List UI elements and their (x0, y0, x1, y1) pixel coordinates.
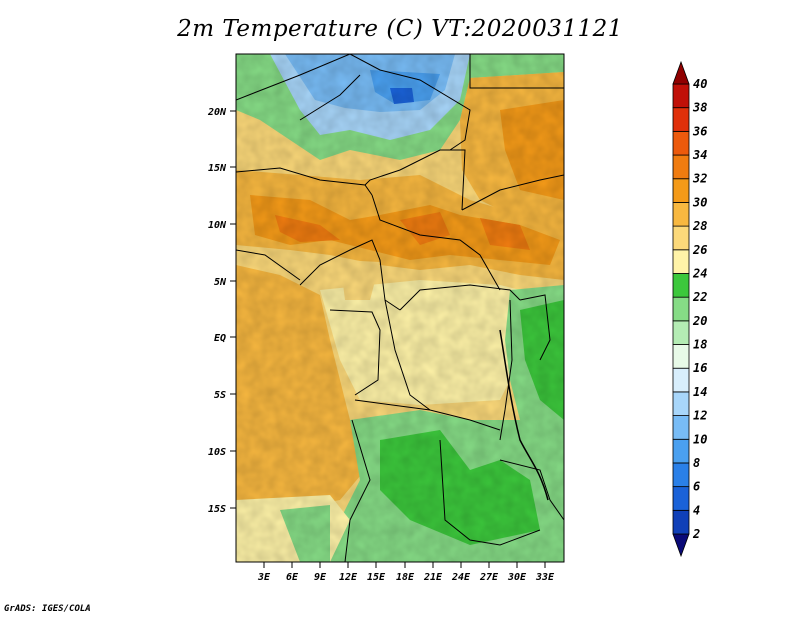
map-frame (235, 53, 565, 563)
colorbar-label: 40 (693, 77, 707, 91)
lon-label: 12E (339, 572, 358, 583)
colorbar-swatch (672, 509, 690, 535)
lat-label: 15N (208, 163, 227, 174)
colorbar-swatch (672, 438, 690, 464)
colorbar-label: 20 (692, 314, 707, 328)
lat-label: 5S (214, 390, 226, 401)
colorbar-swatch (672, 154, 690, 180)
lat-label: 10N (208, 220, 227, 231)
colorbar-label: 34 (692, 148, 707, 162)
colorbar-swatch (672, 462, 690, 488)
colorbar-label: 26 (692, 243, 707, 257)
lon-label: 6E (286, 572, 299, 583)
credit-text: GrADS: IGES/COLA (4, 604, 91, 614)
colorbar-swatch (672, 249, 690, 274)
colorbar-swatch (672, 344, 690, 369)
lon-label: 27E (479, 572, 499, 583)
colorbar-label: 38 (692, 101, 707, 115)
colorbar-label: 10 (693, 432, 707, 446)
colorbar-label: 24 (692, 266, 707, 280)
colorbar-swatch (672, 202, 690, 227)
colorbar-label: 4 (693, 503, 700, 517)
colorbar-label: 30 (692, 195, 707, 209)
colorbar-swatch (672, 107, 690, 132)
colorbar-label: 28 (692, 219, 707, 233)
colorbar-swatch (672, 486, 690, 511)
colorbar-swatch (672, 178, 690, 203)
colorbar-swatch (672, 130, 690, 156)
lat-label: 20N (207, 107, 227, 118)
colorbar-swatch (672, 225, 690, 251)
colorbar-label: 36 (692, 124, 707, 138)
colorbar-label: 14 (693, 385, 707, 399)
lon-label: 21E (423, 572, 443, 583)
colorbar-swatch (672, 367, 690, 393)
colorbar-label: 8 (693, 456, 700, 470)
colorbar-label: 2 (692, 527, 700, 541)
lat-label: 10S (208, 447, 226, 458)
chart-title: 2m Temperature (C) VT:2020031121 (177, 16, 623, 42)
latitude-axis: 20N 15N 10N 5N EQ 5S 10S 15S (207, 107, 236, 515)
colorbar-min-triangle (672, 533, 690, 558)
colorbar-label: 16 (693, 361, 707, 375)
colorbar-swatch (672, 296, 690, 322)
colorbar-max-triangle (672, 60, 690, 85)
temperature-field (236, 54, 564, 562)
colorbar-label: 32 (692, 172, 707, 186)
colorbar-label: 12 (693, 409, 707, 423)
longitude-axis: 3E 6E 9E 12E 15E 18E 21E 24E 27E 30E 33E (257, 562, 555, 583)
colorbar-swatch (672, 83, 690, 109)
lon-label: 15E (367, 572, 386, 583)
lat-label: EQ (214, 333, 226, 344)
colorbar-swatch (672, 415, 690, 440)
colorbar-label: 6 (693, 480, 700, 494)
colorbar-label: 22 (692, 290, 707, 304)
lon-label: 24E (451, 572, 471, 583)
colorbar-label: 18 (693, 338, 707, 352)
colorbar-swatch (672, 391, 690, 416)
country-borders (236, 54, 564, 562)
lon-label: 33E (535, 572, 555, 583)
lon-label: 3E (257, 572, 271, 583)
lat-label: 15S (208, 504, 226, 515)
colorbar-swatch (672, 320, 690, 345)
colorbar-swatch (672, 273, 690, 298)
lon-label: 9E (314, 572, 327, 583)
lon-label: 18E (396, 572, 415, 583)
lat-label: 5N (214, 277, 227, 288)
lon-label: 30E (507, 572, 527, 583)
